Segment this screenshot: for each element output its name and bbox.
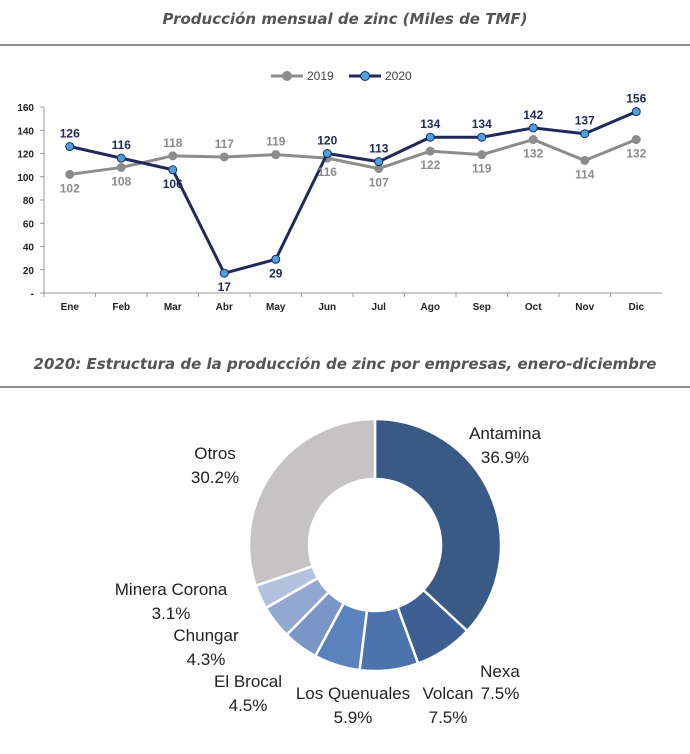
donut-chart-title: 2020: Estructura de la producción de zin…: [33, 355, 657, 373]
legend-marker-2020: [360, 71, 370, 81]
data-point-2019: [528, 135, 538, 145]
data-label-2019: 117: [215, 137, 235, 151]
data-label-2020: 126: [60, 127, 80, 141]
data-label-2020: 106: [163, 177, 183, 191]
y-tick-label: 40: [23, 243, 35, 254]
slice-label-antamina: Antamina: [469, 424, 541, 443]
slice-value-volcan: 7.5%: [429, 708, 468, 727]
data-point-2020: [219, 268, 229, 278]
data-label-2019: 114: [575, 167, 595, 181]
y-tick-label: 160: [17, 103, 34, 114]
data-label-2020: 142: [523, 108, 543, 122]
data-point-2020: [631, 107, 641, 117]
y-tick-label: 80: [23, 196, 35, 207]
line-chart-title: Producción mensual de zinc (Miles de TMF…: [162, 10, 528, 28]
data-label-2019: 119: [472, 162, 492, 176]
slice-label-otros: Otros: [194, 444, 236, 463]
data-label-2020: 137: [575, 114, 595, 128]
slice-value-el-brocal: 4.5%: [229, 696, 268, 715]
data-label-2019: 107: [369, 176, 389, 190]
data-label-2020: 156: [626, 92, 646, 106]
series-line-2019: [69, 138, 637, 176]
x-tick-label: Dic: [628, 302, 644, 313]
data-label-2019: 118: [163, 136, 183, 150]
x-tick-label: Ene: [61, 302, 80, 313]
data-label-2020: 17: [218, 280, 232, 294]
slice-value-antamina: 36.9%: [481, 448, 529, 467]
data-point-2020: [116, 153, 126, 163]
slice-value-los-quenuales: 5.9%: [334, 708, 373, 727]
data-point-2020: [374, 157, 384, 167]
x-tick-label: Jun: [318, 302, 336, 313]
data-label-2020: 134: [472, 117, 492, 131]
data-label-2020: 134: [420, 117, 440, 131]
y-tick-label: 100: [17, 173, 34, 184]
x-tick-label: Feb: [112, 302, 130, 313]
slice-value-nexa: 7.5%: [481, 684, 520, 703]
slice-label-el-brocal: El Brocal: [214, 672, 282, 691]
y-tick-label: 20: [23, 266, 35, 277]
line-chart-title-rule: [0, 44, 690, 46]
slice-label-chungar: Chungar: [173, 626, 239, 645]
y-tick-label: -: [31, 289, 34, 300]
data-point-2019: [477, 150, 487, 160]
data-point-2020: [580, 129, 590, 139]
data-label-2019: 122: [420, 158, 440, 172]
x-tick-label: Abr: [216, 302, 233, 313]
slice-label-minera-corona: Minera Corona: [115, 580, 228, 599]
x-tick-label: Jul: [372, 302, 387, 313]
slice-value-chungar: 4.3%: [187, 650, 226, 669]
y-tick-label: 140: [17, 126, 34, 137]
legend-marker-2019: [282, 71, 292, 81]
data-point-2020: [425, 132, 435, 142]
x-tick-label: Nov: [575, 302, 594, 313]
x-tick-label: May: [266, 302, 286, 313]
data-point-2020: [528, 123, 538, 133]
x-tick-label: Ago: [421, 302, 440, 313]
data-point-2019: [580, 155, 590, 165]
data-point-2020: [271, 254, 281, 264]
data-label-2019: 108: [111, 174, 131, 188]
data-point-2019: [65, 169, 75, 179]
slice-value-minera-corona: 3.1%: [152, 604, 191, 623]
y-tick-label: 60: [23, 219, 35, 230]
x-tick-label: Oct: [525, 302, 542, 313]
data-label-2019: 116: [318, 165, 338, 179]
slice-value-otros: 30.2%: [191, 468, 239, 487]
legend: 2019 2020: [271, 69, 412, 83]
data-label-2019: 132: [523, 147, 543, 161]
slice-otros: [247, 417, 377, 588]
series-line-2020: [69, 110, 637, 275]
data-label-2019: 132: [626, 147, 646, 161]
y-tick-label: 120: [17, 150, 34, 161]
line-chart: - 20 40 60 80 100 120 140 160 Ene Feb Mar Abr May Jun J…: [17, 69, 662, 313]
data-label-2020: 113: [369, 142, 389, 156]
data-label-2020: 29: [269, 266, 283, 280]
x-tick-label: Mar: [164, 302, 182, 313]
slice-label-nexa: Nexa: [480, 662, 520, 681]
data-label-2019: 119: [266, 135, 286, 149]
data-point-2019: [116, 162, 126, 172]
data-label-2019: 102: [60, 181, 80, 195]
data-point-2020: [477, 132, 487, 142]
data-point-2020: [65, 142, 75, 152]
data-point-2019: [219, 152, 229, 162]
donut-chart: Antamina 36.9% Nexa 7.5% Volcan 7.5% Los Quenu…: [115, 417, 541, 727]
data-label-2020: 120: [317, 134, 337, 148]
slice-antamina: [373, 417, 503, 633]
data-point-2019: [271, 150, 281, 160]
data-label-2020: 116: [112, 138, 132, 152]
donut-chart-title-rule: [0, 386, 690, 388]
data-point-2019: [168, 151, 178, 161]
legend-label-2019: 2019: [307, 69, 334, 83]
slice-label-volcan: Volcan: [422, 684, 473, 703]
legend-label-2020: 2020: [385, 69, 412, 83]
data-point-2020: [322, 149, 332, 158]
data-point-2020: [168, 165, 178, 175]
data-point-2019: [631, 135, 641, 145]
slice-label-los-quenuales: Los Quenuales: [296, 684, 410, 703]
x-tick-label: Sep: [473, 302, 491, 313]
data-point-2019: [425, 146, 435, 156]
